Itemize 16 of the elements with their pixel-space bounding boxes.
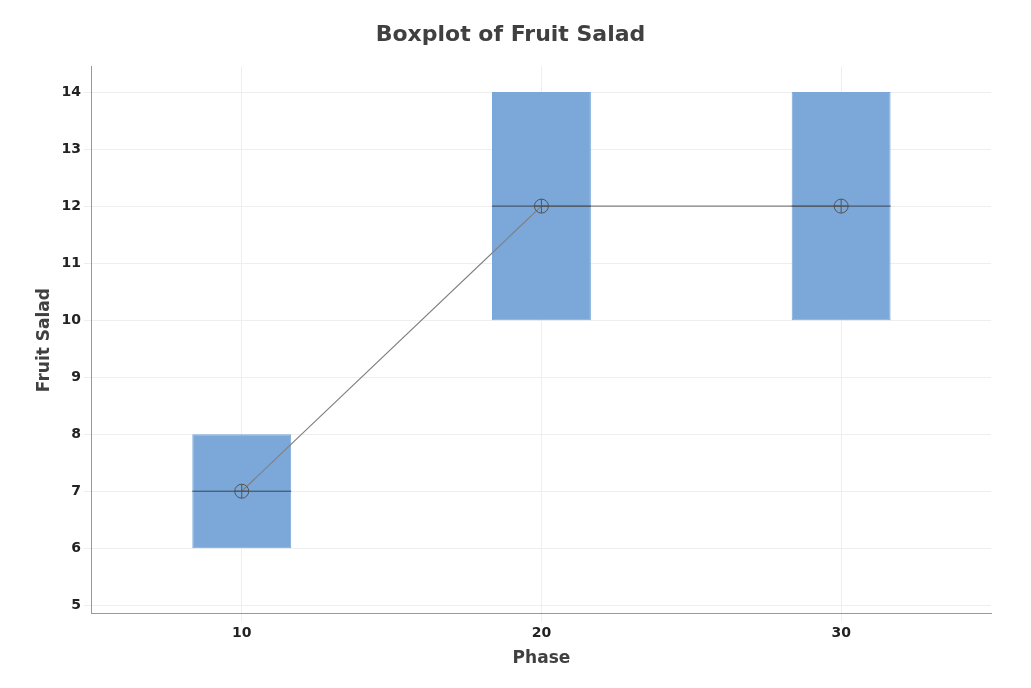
x-tick-label: 30 bbox=[831, 623, 852, 640]
y-tick-label: 10 bbox=[61, 310, 82, 327]
y-tick-label: 13 bbox=[61, 139, 81, 156]
y-tick-label: 6 bbox=[71, 538, 81, 555]
chart-title: Boxplot of Fruit Salad bbox=[375, 20, 646, 46]
y-tick-label: 11 bbox=[61, 253, 81, 270]
y-axis-title: Fruit Salad bbox=[32, 288, 53, 393]
y-tick-label: 12 bbox=[61, 196, 81, 213]
y-tick-label: 8 bbox=[71, 424, 81, 441]
y-tick-label: 14 bbox=[61, 82, 82, 99]
x-tick-label: 20 bbox=[531, 623, 552, 640]
x-tick-label: 10 bbox=[231, 623, 252, 640]
y-tick-label: 5 bbox=[71, 595, 81, 612]
y-tick-label: 7 bbox=[71, 481, 81, 498]
y-tick-label: 9 bbox=[71, 367, 81, 384]
x-axis-title: Phase bbox=[512, 647, 571, 668]
